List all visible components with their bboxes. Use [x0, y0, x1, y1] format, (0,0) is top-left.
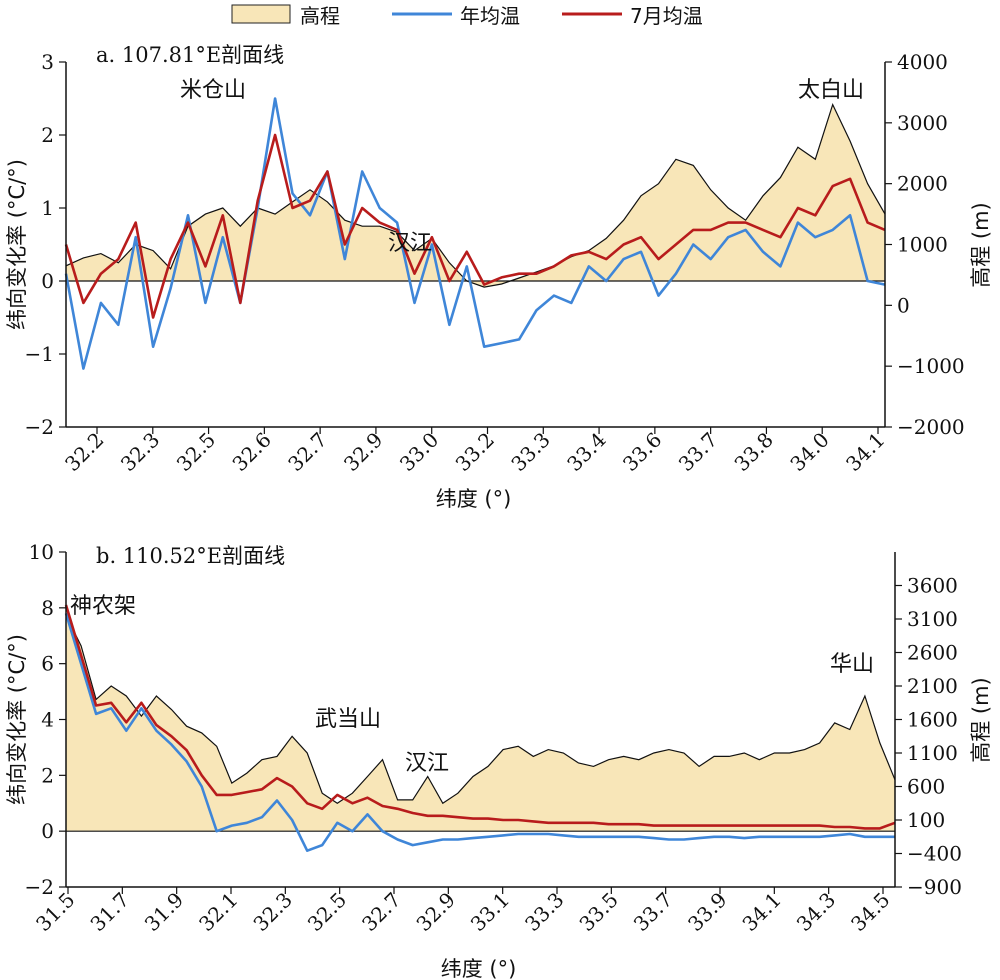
y-tick-label: 0	[41, 269, 54, 293]
y-tick-label: 1	[41, 196, 54, 220]
y2-tick-label: 0	[897, 293, 910, 317]
y2-tick-label: −1000	[897, 354, 965, 378]
annual-temp-line	[64, 613, 895, 852]
x-tick-label: 32.7	[357, 888, 405, 936]
x-tick-label: 32.9	[411, 888, 459, 936]
x-tick-label: 34.1	[841, 428, 889, 476]
y2-tick-label: 4000	[897, 50, 948, 74]
x-tick-label: 32.7	[283, 428, 331, 476]
x-tick-label: 33.5	[574, 888, 622, 936]
x-tick-label: 34.5	[846, 888, 894, 936]
x-tick-label: 32.1	[194, 888, 242, 936]
legend: 高程 年均温 7月均温	[231, 4, 703, 28]
y2-tick-label: 2100	[907, 674, 958, 698]
x-tick-label: 33.3	[506, 428, 554, 476]
y2-tick-label: 1100	[907, 741, 958, 765]
y-tick-label: −1	[25, 342, 54, 366]
legend-swatch-elevation	[231, 4, 291, 24]
annotation-label: 神农架	[70, 594, 136, 619]
july-temp-line	[64, 604, 896, 830]
panel-title: b. 110.52°E剖面线	[96, 544, 285, 568]
annotation-label: 武当山	[315, 707, 381, 732]
y-tick-label: 10	[29, 540, 54, 564]
x-tick-label: 32.5	[303, 888, 351, 936]
y2-axis-label: 高程 (m)	[969, 677, 993, 763]
x-tick-label: 32.9	[339, 428, 387, 476]
elevation-line	[65, 615, 896, 805]
y2-tick-label: 3100	[907, 607, 958, 631]
y2-axis-label: 高程 (m)	[969, 202, 993, 288]
y-tick-label: 3	[41, 50, 54, 74]
x-tick-label: 34.3	[792, 888, 840, 936]
x-tick-label: 33.8	[730, 428, 778, 476]
y-tick-label: −2	[25, 415, 54, 439]
x-tick-label: 33.9	[683, 888, 731, 936]
y-axis-label: 纬向变化率 (°C/°)	[5, 159, 29, 330]
y2-tick-label: 100	[907, 808, 945, 832]
x-tick-label: 31.9	[140, 888, 188, 936]
x-tick-label: 33.3	[520, 888, 568, 936]
y-tick-label: 0	[41, 819, 54, 843]
x-tick-label: 33.7	[629, 888, 677, 936]
y2-tick-label: −400	[907, 842, 962, 866]
annual-temp-line	[64, 97, 886, 370]
y2-tick-label: 2600	[907, 641, 958, 665]
y2-tick-label: 3000	[897, 111, 948, 135]
y2-tick-label: 600	[907, 775, 945, 799]
x-tick-label: 32.5	[172, 428, 220, 476]
annotation-label: 米仓山	[180, 78, 246, 103]
elevation-line	[65, 102, 886, 288]
y-tick-label: 8	[41, 596, 54, 620]
y2-tick-label: 1600	[907, 708, 958, 732]
x-tick-label: 32.3	[248, 888, 296, 936]
legend-label-elevation: 高程	[300, 4, 340, 28]
y2-tick-label: 3600	[907, 574, 958, 598]
x-tick-label: 32.3	[116, 428, 164, 476]
panel-b-chart: −2 0 2 4 6 8 10 −900 −400 100 600 1100 1600 2100 2600 3…	[5, 540, 993, 980]
x-axis-label: 纬度 (°)	[441, 957, 517, 980]
annotation-label: 华山	[830, 652, 874, 677]
legend-label-july: 7月均温	[630, 4, 703, 28]
x-tick-label: 32.2	[60, 428, 108, 476]
y2-tick-label: 2000	[897, 172, 948, 196]
y-tick-label: 6	[41, 652, 54, 676]
x-tick-label: 31.7	[85, 888, 133, 936]
y-axis-label: 纬向变化率 (°C/°)	[5, 634, 29, 805]
panel-title: a. 107.81°E剖面线	[96, 43, 284, 67]
annotation-label: 太白山	[798, 78, 864, 103]
y-tick-label: 2	[41, 123, 54, 147]
elevation-area	[66, 615, 895, 832]
x-tick-label: 34.0	[785, 428, 833, 476]
annotation-label: 汉江	[405, 751, 449, 776]
x-tick-label: 33.7	[674, 428, 722, 476]
x-tick-label: 33.2	[451, 428, 499, 476]
x-tick-label: 33.4	[562, 428, 610, 476]
y2-tick-label: −900	[907, 875, 962, 899]
x-tick-label: 34.1	[737, 888, 785, 936]
elevation-area	[66, 104, 885, 288]
y2-tick-label: −2000	[897, 415, 965, 439]
x-tick-label: 32.6	[227, 428, 275, 476]
legend-label-annual: 年均温	[460, 4, 520, 28]
annotation-label: 汉江	[388, 231, 432, 256]
y-tick-label: 4	[41, 708, 54, 732]
x-axis-label: 纬度 (°)	[436, 487, 512, 511]
x-tick-label: 33.1	[466, 888, 514, 936]
x-tick-label: 33.6	[618, 428, 666, 476]
x-tick-label: 33.0	[395, 428, 443, 476]
july-temp-line	[64, 133, 886, 319]
y-tick-label: 2	[41, 763, 54, 787]
y-tick-label: −2	[25, 875, 54, 899]
y2-tick-label: 1000	[897, 233, 948, 257]
